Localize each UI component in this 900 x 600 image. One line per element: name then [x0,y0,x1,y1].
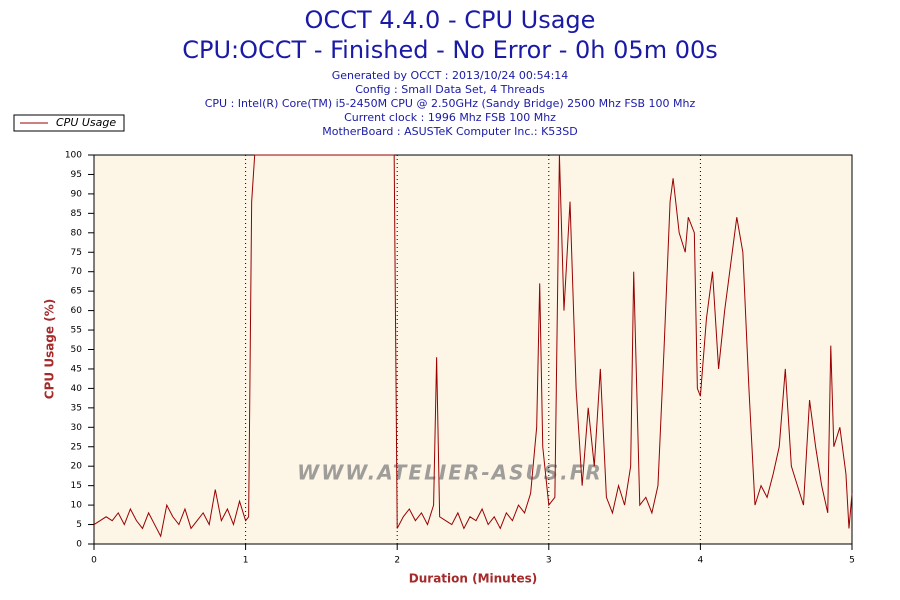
y-tick-label: 80 [71,228,83,238]
y-tick-label: 35 [71,403,82,413]
info-line: Config : Small Data Set, 4 Threads [355,83,545,96]
x-tick-label: 3 [546,556,552,566]
y-tick-label: 100 [65,151,82,161]
x-tick-label: 1 [243,556,249,566]
x-tick-label: 2 [394,556,400,566]
y-tick-label: 70 [71,267,83,277]
info-line: Current clock : 1996 Mhz FSB 100 Mhz [344,111,556,124]
y-axis-label: CPU Usage (%) [43,299,57,399]
y-tick-label: 25 [71,442,82,452]
y-tick-label: 20 [71,462,83,472]
info-line: CPU : Intel(R) Core(TM) i5-2450M CPU @ 2… [205,97,696,110]
x-axis-label: Duration (Minutes) [409,572,537,586]
info-line: Generated by OCCT : 2013/10/24 00:54:14 [332,69,569,82]
legend [13,114,125,132]
x-tick-label: 4 [698,556,704,566]
y-tick-label: 60 [71,306,83,316]
data-line [93,154,853,538]
info-line: MotherBoard : ASUSTeK Computer Inc.: K53… [322,125,578,138]
plot-border [93,154,853,545]
y-tick-label: 0 [76,540,82,550]
y-tick-label: 5 [76,520,82,530]
y-tick-label: 40 [71,384,83,394]
y-tick-label: 15 [71,481,82,491]
y-tick-label: 90 [71,189,83,199]
x-tick-label: 0 [91,556,97,566]
y-tick-label: 50 [71,345,83,355]
legend-label: CPU Usage [56,116,116,129]
y-tick-label: 85 [71,209,82,219]
y-tick-label: 45 [71,364,82,374]
y-tick-label: 55 [71,326,82,336]
y-tick-label: 30 [71,423,83,433]
watermark: WWW.ATELIER-ASUS.FR [297,461,603,485]
plot-area [94,155,852,544]
y-tick-label: 65 [71,287,82,297]
y-tick-label: 95 [71,170,82,180]
chart-title: OCCT 4.4.0 - CPU Usage [305,6,596,34]
y-tick-label: 10 [71,501,83,511]
y-tick-label: 75 [71,248,82,258]
chart-subtitle: CPU:OCCT - Finished - No Error - 0h 05m … [182,36,718,64]
x-tick-label: 5 [849,556,855,566]
